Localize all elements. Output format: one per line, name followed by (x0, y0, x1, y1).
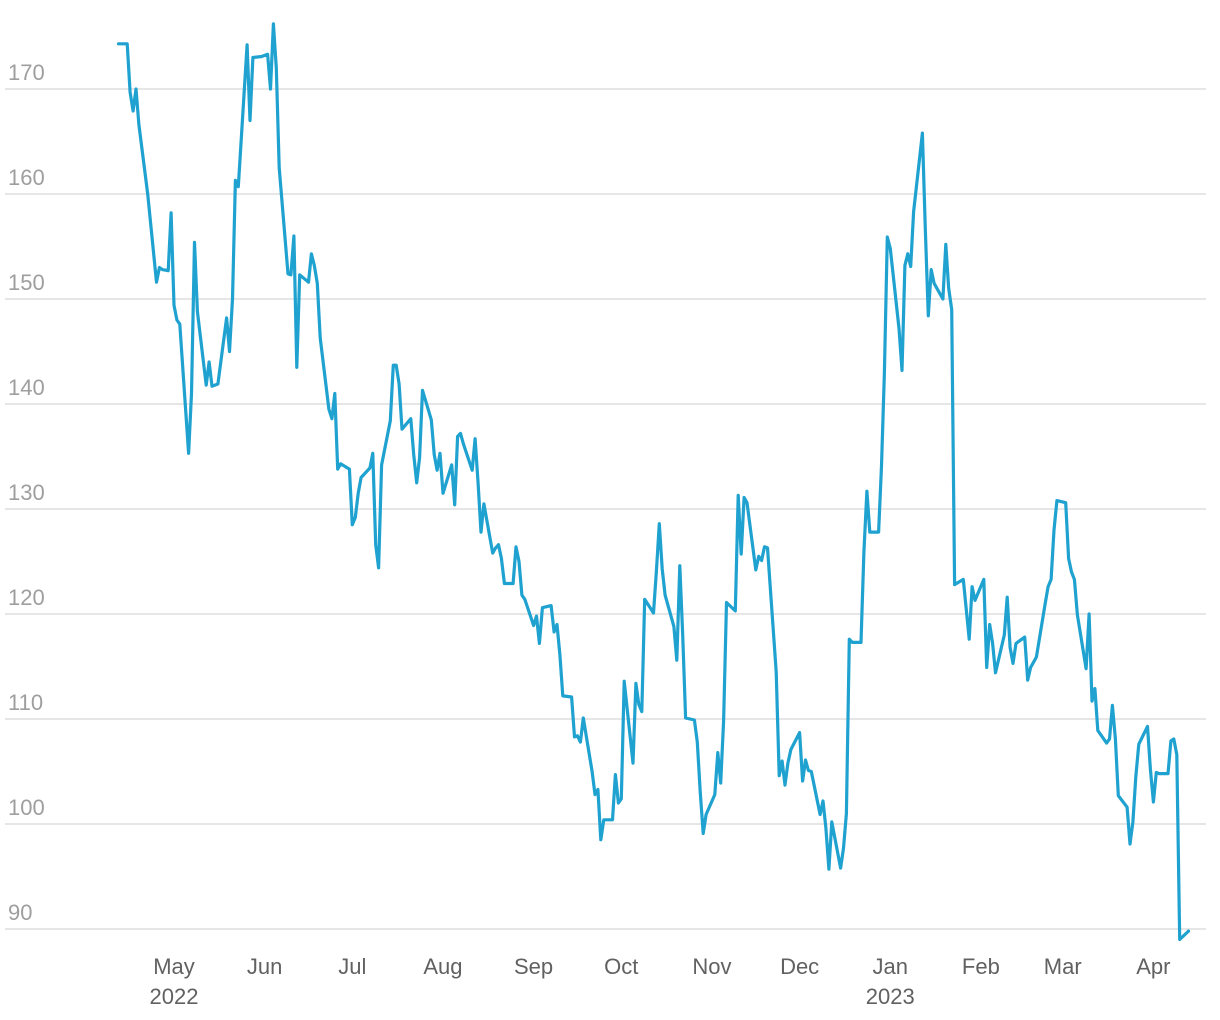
x-tick-label: Feb (962, 954, 1000, 979)
y-tick-label: 150 (8, 270, 45, 295)
x-tick-label: Oct (604, 954, 638, 979)
y-tick-label: 100 (8, 795, 45, 820)
y-tick-label: 120 (8, 585, 45, 610)
series-line (116, 22, 1191, 942)
x-tick-label: Jun (247, 954, 282, 979)
x-tick-label: Apr (1136, 954, 1170, 979)
y-tick-label: 110 (8, 690, 43, 715)
y-tick-label: 170 (8, 60, 45, 85)
x-tick-label: Sep (514, 954, 553, 979)
gridlines (5, 88, 1206, 930)
x-tick-label: Jan (873, 954, 908, 979)
x-tick-label: May (153, 954, 195, 979)
x-tick-label: Jul (338, 954, 366, 979)
y-axis-tick-labels: 90 100 110 120 130 140 150 160 170 (8, 60, 45, 925)
y-tick-label: 140 (8, 375, 45, 400)
y-tick-label: 160 (8, 165, 45, 190)
x-tick-year-label: 2022 (150, 984, 199, 1009)
x-tick-year-label: 2023 (866, 984, 915, 1009)
x-axis-tick-labels: May 2022 Jun Jul Aug Sep Oct Nov Dec Jan 2023 Feb Ma… (150, 954, 1171, 1009)
x-tick-label: Dec (780, 954, 819, 979)
y-tick-label: 90 (8, 900, 32, 925)
y-tick-label: 130 (8, 480, 45, 505)
x-tick-label: Aug (423, 954, 462, 979)
x-tick-label: Nov (692, 954, 731, 979)
x-tick-label: Mar (1044, 954, 1082, 979)
